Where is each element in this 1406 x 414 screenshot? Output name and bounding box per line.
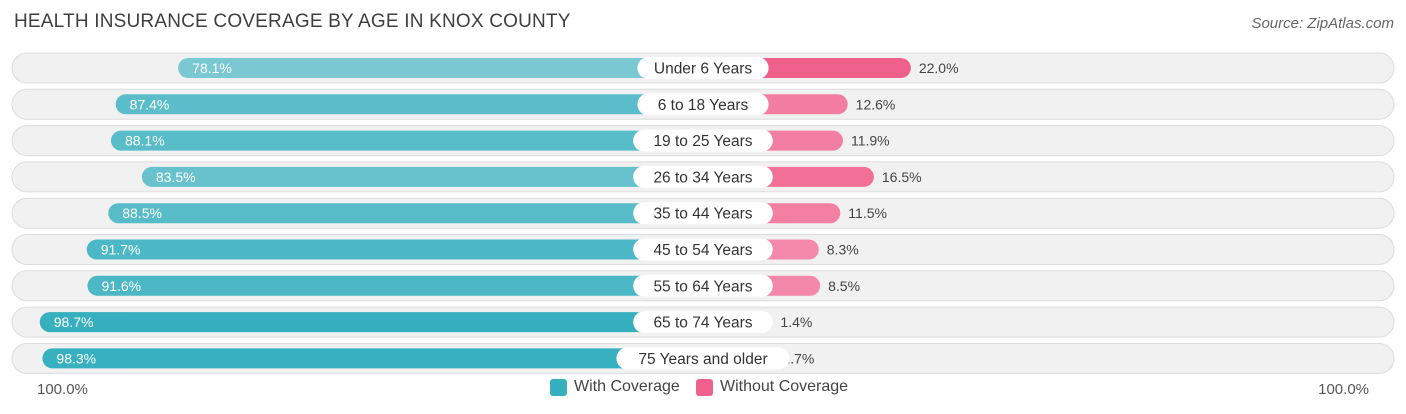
legend: With Coverage Without Coverage (0, 378, 1406, 402)
bar-with-coverage[interactable] (108, 203, 703, 224)
legend-item-with-coverage[interactable]: With Coverage (550, 378, 680, 396)
category-pill (633, 311, 773, 334)
value-label-without-coverage: 22.0% (919, 60, 959, 76)
category-pill (633, 238, 773, 261)
bar-with-coverage[interactable] (141, 166, 703, 187)
axis-right-label: 100.0% (1318, 381, 1369, 398)
axis-left-label: 100.0% (37, 381, 88, 398)
category-label: 35 to 44 Years (653, 206, 752, 223)
category-pill (633, 129, 773, 152)
value-label-with-coverage: 88.1% (125, 133, 165, 149)
category-label: 19 to 25 Years (653, 133, 752, 150)
bar-with-coverage[interactable] (42, 348, 703, 369)
bar-with-coverage[interactable] (39, 312, 703, 333)
value-label-with-coverage: 88.5% (122, 205, 162, 221)
legend-item-without-coverage[interactable]: Without Coverage (696, 378, 848, 396)
category-pill (633, 202, 773, 225)
value-label-without-coverage: 12.6% (856, 96, 896, 112)
legend-swatch-with-coverage (550, 378, 567, 396)
category-pill (637, 57, 769, 79)
bar-with-coverage[interactable] (178, 58, 704, 78)
value-label-without-coverage: 11.5% (848, 205, 887, 221)
value-label-with-coverage: 98.7% (54, 314, 94, 330)
value-label-with-coverage: 91.7% (101, 242, 141, 258)
value-label-with-coverage: 91.6% (101, 278, 141, 294)
chart-title: HEALTH INSURANCE COVERAGE BY AGE IN KNOX… (14, 11, 571, 32)
value-label-with-coverage: 87.4% (130, 96, 170, 112)
bar-with-coverage[interactable] (110, 130, 703, 151)
category-label: Under 6 Years (654, 61, 752, 78)
bar-with-coverage[interactable] (86, 239, 703, 260)
bar-with-coverage[interactable] (115, 94, 703, 115)
value-label-without-coverage: 8.5% (828, 278, 860, 294)
value-label-with-coverage: 83.5% (156, 169, 196, 185)
category-pill (637, 93, 769, 116)
value-label-without-coverage: 16.5% (882, 169, 922, 185)
category-label: 6 to 18 Years (658, 97, 749, 114)
value-label-without-coverage: 8.3% (827, 242, 859, 258)
category-label: 26 to 34 Years (653, 169, 752, 186)
value-label-without-coverage: 1.4% (780, 314, 812, 330)
category-pill (633, 274, 773, 297)
legend-swatch-without-coverage (696, 378, 713, 396)
category-label: 45 to 54 Years (653, 242, 752, 259)
category-pill (616, 347, 790, 370)
legend-label-with-coverage: With Coverage (574, 378, 680, 395)
value-label-with-coverage: 98.3% (56, 350, 96, 366)
bar-with-coverage[interactable] (87, 275, 703, 296)
value-label-with-coverage: 78.1% (192, 60, 232, 76)
category-label: 75 Years and older (638, 351, 767, 368)
value-label-without-coverage: 1.7% (782, 350, 814, 366)
category-pill (633, 165, 773, 188)
category-label: 55 to 64 Years (653, 278, 752, 295)
legend-label-without-coverage: Without Coverage (720, 378, 849, 395)
value-label-without-coverage: 11.9% (851, 133, 890, 149)
diverging-bar-chart: 78.1% 22.0% Under 6 Years 87.4% 12.6% 6 to 18… (11, 52, 1395, 374)
category-label: 65 to 74 Years (653, 315, 752, 332)
source-label: Source: ZipAtlas.com (1251, 15, 1394, 32)
